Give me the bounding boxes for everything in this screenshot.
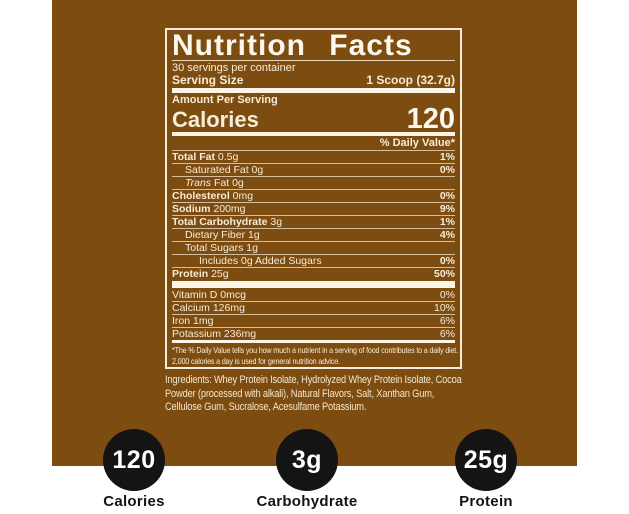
daily-value: 10% [433,302,455,314]
calories-label: Calories [172,107,259,132]
brown-background [52,0,577,466]
calories-row: Calories 120 [172,103,455,135]
daily-value: 1% [439,151,455,163]
daily-value: 6% [439,315,455,327]
nutrient-row-saturated-fat: Saturated Fat 0g 0% [172,164,455,177]
stat-label-calories: Calories [103,493,165,510]
serving-size-value: 1 Scoop (32.7g) [366,73,455,87]
nutrient-row-total-sugars: Total Sugars 1g [172,242,455,255]
ingredients-text: Ingredients: Whey Protein Isolate, Hydro… [165,374,462,413]
nutrition-facts-panel: Nutrition Facts 30 servings per containe… [165,28,462,369]
nutrient-row-cholesterol: Cholesterol 0mg 0% [172,190,455,203]
nutrient-row-sodium: Sodium 200mg 9% [172,203,455,216]
stat-value: 120 [112,445,156,474]
nutrient-row-dietary-fiber: Dietary Fiber 1g 4% [172,229,455,242]
nutrient-row-total-fat: Total Fat 0.5g 1% [172,151,455,164]
daily-value: 0% [439,164,455,176]
stat-value: 25g [463,445,509,474]
medium-divider [172,340,455,343]
daily-value: 4% [439,229,455,241]
thick-divider [172,88,455,93]
stat-label-carbohydrate: Carbohydrate [256,493,358,510]
daily-value: 0% [439,289,455,301]
nutrient-row-total-carbohydrate: Total Carbohydrate 3g 1% [172,216,455,229]
daily-value: 1% [439,216,455,228]
stat-circle-carbohydrate: 3g [276,429,338,491]
nutrient-row-added-sugars: Includes 0g Added Sugars 0% [172,255,455,268]
amount-per-serving-label: Amount Per Serving [172,94,278,106]
vitamin-row-iron: Iron 1mg 6% [172,315,455,328]
vitamin-row-potassium: Potassium 236mg 6% [172,328,455,340]
vitamin-row-calcium: Calcium 126mg 10% [172,302,455,315]
stat-circle-protein: 25g [455,429,517,491]
daily-value: 0% [439,255,455,267]
stat-value: 3g [291,445,323,474]
daily-value: 9% [439,203,455,215]
medium-divider [172,132,455,136]
daily-value-footnote: *The % Daily Value tells you how much a … [172,345,458,366]
stat-label-protein: Protein [459,493,513,510]
daily-value: 6% [439,328,455,340]
daily-value: 0% [439,190,455,202]
nutrition-facts-title: Nutrition Facts [172,31,455,61]
nutrient-row-trans-fat: Trans Fat 0g [172,177,455,190]
stat-circle-calories: 120 [103,429,165,491]
calories-value: 120 [406,103,455,135]
vitamin-row-vitamin-d: Vitamin D 0mcg 0% [172,289,455,302]
thick-divider [172,281,455,288]
serving-size-label: Serving Size [172,73,244,87]
daily-value: 50% [433,268,455,280]
servings-per-container: 30 servings per container [172,62,296,74]
serving-size-row: Serving Size 1 Scoop (32.7g) [172,74,455,87]
nutrient-row-protein: Protein 25g 50% [172,268,455,280]
daily-value-header: % Daily Value* [172,137,455,151]
